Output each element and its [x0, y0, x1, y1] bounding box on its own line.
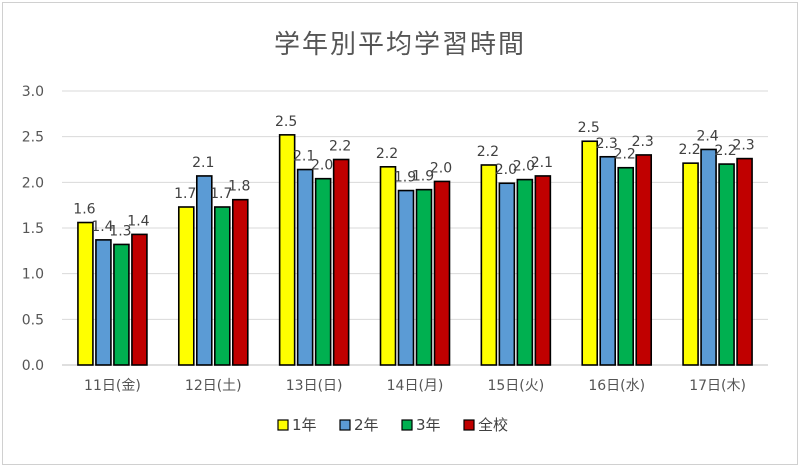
bar [617, 166, 635, 366]
bar [599, 155, 617, 366]
bar [480, 164, 498, 366]
data-label: 1.3 [109, 223, 131, 239]
y-tick-label: 1.0 [22, 267, 44, 283]
bar [314, 177, 332, 366]
legend-label: 全校 [478, 416, 508, 434]
data-label: 2.0 [430, 160, 452, 176]
data-label: 2.1 [531, 155, 553, 171]
bar [415, 188, 433, 366]
data-label: 2.1 [192, 155, 214, 171]
y-tick-label: 3.0 [22, 84, 44, 100]
data-label: 2.5 [578, 120, 600, 136]
bar [113, 243, 130, 366]
bar [700, 148, 717, 366]
bar [278, 134, 296, 366]
data-label: 1.4 [91, 219, 113, 235]
bar [77, 221, 94, 366]
data-label: 2.2 [714, 143, 736, 159]
bar [332, 158, 350, 366]
bar [498, 182, 516, 366]
legend-swatch [401, 419, 413, 431]
bar [736, 157, 753, 366]
data-label: 2.4 [696, 128, 718, 144]
y-tick-label: 0.0 [22, 358, 44, 374]
chart-title: 学年別平均学習時間 [273, 30, 526, 60]
data-label: 2.2 [678, 142, 700, 158]
data-label: 2.2 [329, 139, 351, 155]
data-label: 2.2 [477, 144, 499, 160]
x-tick-label: 12日(土) [185, 378, 242, 394]
bar [534, 175, 552, 366]
data-label: 2.1 [293, 149, 315, 165]
y-tick-label: 1.5 [22, 221, 44, 237]
legend-swatch [463, 419, 475, 431]
bar [635, 154, 653, 366]
data-label: 2.0 [495, 162, 517, 178]
y-tick-label: 0.5 [22, 312, 44, 328]
legend-label: 2年 [354, 416, 379, 434]
bar [95, 239, 112, 366]
bar [177, 206, 195, 366]
x-tick-label: 15日(火) [487, 378, 544, 394]
legend-label: 3年 [416, 416, 441, 434]
bar [296, 168, 314, 366]
data-label: 1.9 [394, 170, 416, 186]
bar [516, 178, 534, 366]
data-label: 2.2 [376, 146, 398, 162]
x-tick-label: 16日(水) [588, 378, 645, 394]
bar [231, 198, 249, 366]
x-tick-label: 17日(木) [689, 378, 746, 394]
legend-swatch [339, 419, 351, 431]
data-label: 2.0 [311, 158, 333, 174]
bar [397, 189, 415, 366]
bar [581, 140, 599, 366]
data-label: 1.8 [228, 179, 250, 195]
y-tick-label: 2.5 [22, 130, 44, 146]
legend-swatch [277, 419, 289, 431]
bar [379, 166, 397, 366]
bar [682, 162, 699, 366]
data-label: 2.3 [596, 136, 618, 152]
bar [433, 180, 451, 366]
bar [131, 233, 148, 366]
x-tick-label: 14日(月) [387, 378, 444, 394]
data-label: 1.9 [412, 169, 434, 185]
bar [213, 206, 231, 366]
data-label: 1.6 [73, 202, 95, 218]
y-tick-label: 2.0 [22, 175, 44, 191]
bar [718, 163, 735, 366]
data-label: 2.3 [732, 138, 754, 154]
data-label: 2.3 [632, 134, 654, 150]
data-label: 1.7 [210, 186, 232, 202]
data-label: 2.0 [513, 159, 535, 175]
data-label: 1.4 [127, 213, 149, 229]
data-label: 2.5 [275, 114, 297, 130]
legend-label: 1年 [292, 416, 317, 434]
x-tick-label: 11日(金) [84, 378, 141, 394]
x-tick-label: 13日(日) [286, 378, 343, 394]
bar [195, 175, 213, 366]
data-label: 1.7 [174, 186, 196, 202]
data-label: 2.2 [614, 147, 636, 163]
